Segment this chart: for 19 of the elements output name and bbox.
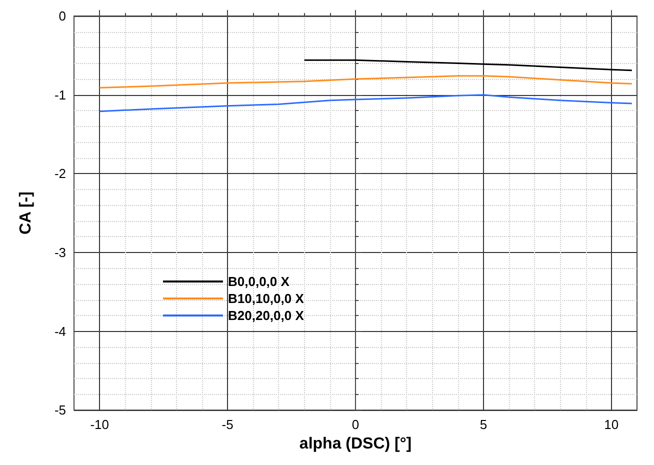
y-tick-label: -3 [54, 244, 66, 260]
legend-label: B0,0,0,0 X [228, 274, 290, 289]
legend-label: B20,20,0,0 X [228, 308, 304, 323]
x-tick-label: 0 [352, 417, 360, 432]
y-tick-label: -4 [54, 324, 66, 339]
line-series [304, 59, 633, 72]
legend-label: B10,10,0,0 X [228, 291, 304, 306]
x-tick-label: 5 [480, 417, 488, 432]
x-tick-label: -10 [90, 417, 109, 432]
y-axis-title: CA [-] [18, 192, 34, 235]
y-tick-label: 0 [58, 8, 66, 24]
x-axis-title: alpha (DSC) [°] [299, 436, 412, 452]
x-tick-label: -5 [222, 417, 234, 432]
y-tick-label: -2 [54, 166, 66, 182]
line-series [98, 94, 633, 112]
x-tick-label: 10 [604, 417, 619, 432]
line-series [98, 75, 633, 88]
y-tick-label: -5 [54, 402, 66, 418]
y-tick-label: -1 [54, 87, 66, 102]
